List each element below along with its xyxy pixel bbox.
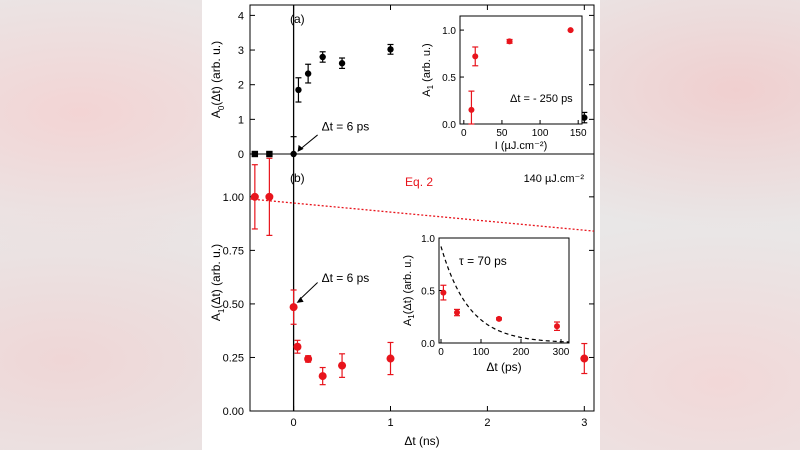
inset-b-point-3 (554, 323, 560, 330)
panel-a-label: (a) (290, 12, 305, 26)
panel-b-annotation-arrow (299, 282, 318, 300)
inset-a-ylabel: A1 (arb. u.) (421, 43, 435, 96)
panel-a-point-5 (319, 53, 326, 61)
panel-b-xtick-label-1: 1 (387, 417, 393, 429)
panel-b-ytick-label-4: 1.00 (223, 192, 244, 204)
panel-a-point-4 (304, 70, 312, 77)
panel-b-xlabel: Δt (ns) (404, 434, 439, 448)
panel-a-ytick-label-2: 2 (238, 80, 244, 92)
panel-b-point-6 (338, 361, 347, 370)
panel-a-point-7 (387, 46, 394, 53)
panel-b-point-0 (250, 192, 259, 201)
panel-b-annotation-arrowhead (296, 296, 304, 303)
inset-a-point-1 (472, 53, 479, 60)
inset-b-xtick-label-2: 200 (513, 347, 530, 358)
inset-b-ytick-label-1: 0.5 (421, 287, 435, 298)
panel-b-ytick-label-0: 0.00 (223, 406, 244, 418)
panel-b-ytick-label-3: 0.75 (223, 245, 244, 257)
panel-b-fit-label: Eq. 2 (405, 175, 433, 189)
panel-a-annotation: Δt = 6 ps (322, 119, 370, 133)
panel-b-ytick-label-2: 0.50 (223, 299, 244, 311)
inset-b-xtick-label-3: 300 (553, 347, 570, 358)
inset-b-ytick-label-2: 1.0 (421, 234, 435, 245)
panel-b-label: (b) (290, 171, 305, 185)
panel-b-point-8 (580, 354, 589, 363)
panel-a-ytick-label-3: 3 (238, 45, 244, 57)
inset-a-ytick-label-2: 1.0 (442, 26, 456, 37)
panel-b-frame (249, 153, 595, 412)
inset-b-tau-label: τ = 70 ps (459, 254, 507, 268)
inset-a-xtick-label-1: 50 (496, 128, 508, 139)
panel-b-fluence-label: 140 µJ.cm⁻² (524, 173, 585, 185)
panel-b-xtick-label-3: 3 (581, 417, 587, 429)
panel-b-point-5 (318, 372, 327, 381)
inset-a-frame (459, 15, 583, 125)
inset-a-xlabel: I (µJ.cm⁻²) (495, 140, 547, 152)
panel-b-fit-line (249, 198, 595, 232)
panel-a-point-1 (266, 150, 273, 158)
inset-b-ylabel: A1(Δt) (arb. u.) (402, 255, 416, 326)
panel-a-point-0 (251, 150, 259, 158)
panel-b-ytick-label-1: 0.25 (223, 352, 244, 364)
inset-a-annotation: Δt = - 250 ps (510, 93, 573, 105)
panel-b-point-1 (265, 192, 274, 201)
panel-a-point-8 (581, 114, 588, 121)
inset-b-xtick-label-0: 0 (438, 347, 444, 358)
inset-a-point-3 (567, 27, 574, 34)
inset-a-point-2 (506, 38, 513, 45)
inset-b-ytick-label-0: 0.0 (421, 339, 435, 350)
inset-a-ytick-label-1: 0.5 (442, 73, 456, 84)
inset-a-point-0 (468, 106, 475, 113)
inset-b-point-1 (454, 309, 460, 316)
inset-b-xtick-label-1: 100 (473, 347, 490, 358)
panel-a-ytick-label-4: 4 (238, 10, 244, 22)
panel-b-ylabel: A1(Δt) (arb. u.) (209, 244, 226, 321)
inset-b-point-0 (440, 289, 447, 296)
inset-a-xtick-label-3: 150 (570, 128, 587, 139)
panel-a-ytick-label-0: 0 (238, 149, 244, 161)
panel-b-point-2 (289, 303, 298, 312)
panel-a-point-6 (338, 60, 346, 67)
inset-b-xlabel: Δt (ps) (486, 360, 521, 374)
inset-a-ytick-label-0: 0.0 (442, 120, 456, 131)
figure-panel: 0 1 2 3 4 A0(Δt) (arb. u.) (a) 0.00 0.25 0.50 0.75… (202, 0, 600, 450)
panel-b-point-4 (304, 354, 313, 363)
panel-a-point-3 (295, 86, 302, 94)
inset-b-point-2 (496, 315, 502, 322)
panel-b-point-7 (386, 354, 395, 363)
panel-a-ytick-label-1: 1 (238, 114, 244, 126)
panel-b-xtick-label-0: 0 (291, 417, 297, 429)
inset-a-xtick-label-0: 0 (461, 128, 467, 139)
inset-b-decay-curve (440, 246, 570, 343)
panel-a-point-2 (290, 150, 297, 158)
panel-a-annotation-arrowhead (297, 144, 304, 152)
inset-a-xtick-label-2: 100 (532, 128, 549, 139)
panel-a-ylabel: A0(Δt) (arb. u.) (209, 41, 226, 118)
panel-b-xtick-label-2: 2 (484, 417, 490, 429)
panel-b-point-3 (293, 342, 302, 351)
panel-b-annotation: Δt = 6 ps (322, 271, 370, 285)
